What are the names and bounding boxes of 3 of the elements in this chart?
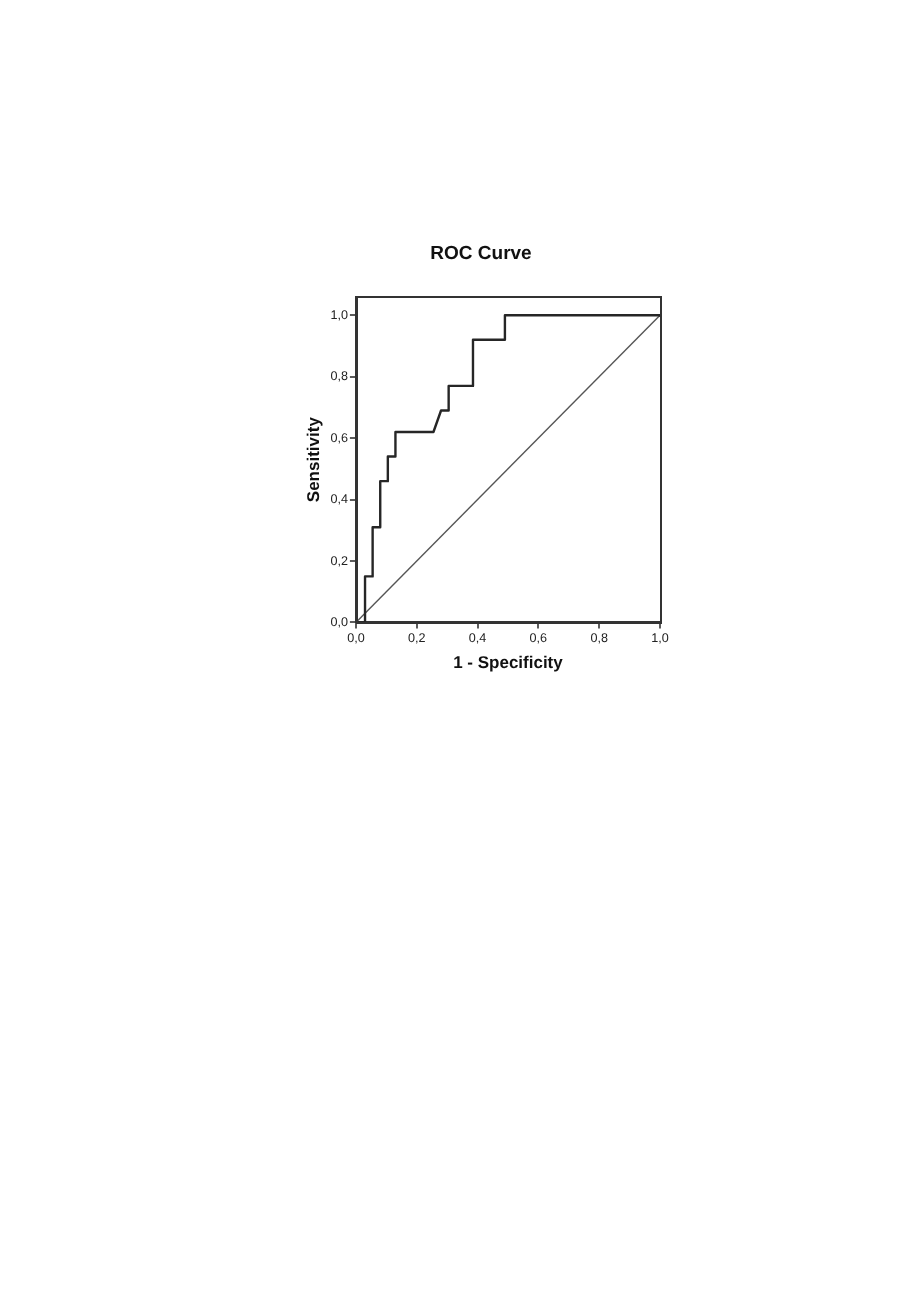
chart-title: ROC Curve	[430, 242, 532, 265]
x-axis-title: 1 - Specificity	[453, 652, 564, 673]
y-axis-title: Sensitivity	[302, 416, 323, 503]
